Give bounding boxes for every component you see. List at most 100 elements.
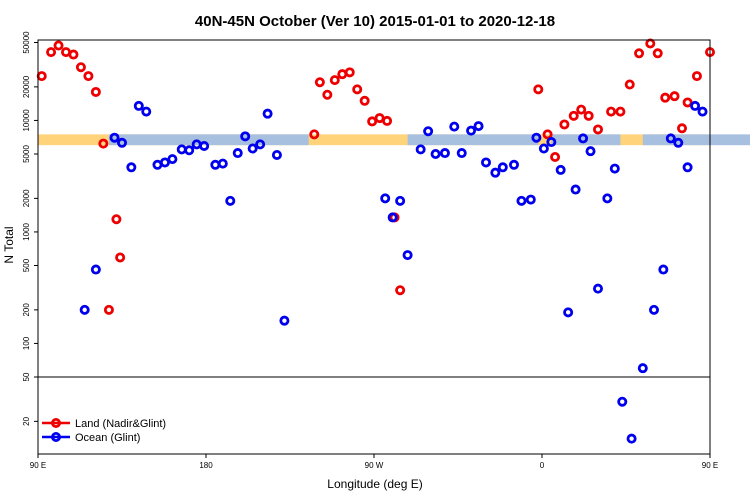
series-0-point-26 <box>542 129 553 140</box>
series-1-point-8 <box>159 157 170 168</box>
series-1-point-38 <box>497 162 508 173</box>
series-1-point-31 <box>439 148 450 159</box>
series-0-point-7 <box>90 86 101 97</box>
series-1-point-22 <box>271 149 282 160</box>
series-1-point-56 <box>649 304 660 315</box>
series-1-point-18 <box>240 131 251 142</box>
series-1-point-51 <box>602 193 613 204</box>
series-1-point-33 <box>456 148 467 159</box>
legend-marker-1 <box>51 431 62 442</box>
band-ocean-0 <box>108 134 309 146</box>
series-0-point-19 <box>359 95 370 106</box>
series-1-point-46 <box>563 307 574 318</box>
series-0-point-2 <box>53 40 64 51</box>
points-layer <box>36 38 716 444</box>
x-tick-label-1: 180 <box>199 461 213 470</box>
series-0-point-41 <box>677 123 688 134</box>
y-axis-ticks: 20 50 100 200 500 1000 2000 5000 10000 20000 50000 <box>22 31 38 426</box>
series-1-point-60 <box>682 162 693 173</box>
band-layer <box>38 134 750 146</box>
series-1-point-55 <box>637 363 648 374</box>
series-1-point-47 <box>570 184 581 195</box>
series-1-point-50 <box>593 283 604 294</box>
legend-label-1: Ocean (Glint) <box>75 432 140 444</box>
series-1-point-4 <box>126 162 137 173</box>
series-0-point-1 <box>46 47 57 58</box>
series-0-point-42 <box>682 97 693 108</box>
band-ocean-3 <box>642 134 750 146</box>
series-0-point-31 <box>583 110 594 121</box>
series-1-point-5 <box>133 100 144 111</box>
x-axis-label: Longitude (deg E) <box>327 477 422 491</box>
series-1-point-39 <box>508 159 519 170</box>
y-tick-label-1: 50 <box>22 372 31 381</box>
series-1-point-43 <box>538 143 549 154</box>
y-tick-label-4: 500 <box>22 258 31 272</box>
series-1-point-32 <box>449 121 460 132</box>
series-0-point-13 <box>314 77 325 88</box>
series-0-point-27 <box>550 151 561 162</box>
series-1-point-21 <box>262 108 273 119</box>
series-1-point-41 <box>525 194 536 205</box>
series-1-point-48 <box>578 133 589 144</box>
series-0-point-12 <box>309 129 320 140</box>
series-1-point-35 <box>473 121 484 132</box>
series-1-point-26 <box>395 195 406 206</box>
series-0-point-40 <box>669 91 680 102</box>
x-tick-label-2: 90 W <box>365 461 384 470</box>
series-1-point-1 <box>79 304 90 315</box>
series-1-point-14 <box>210 159 221 170</box>
series-0-point-35 <box>624 79 635 90</box>
series-1-point-36 <box>480 157 491 168</box>
series-1-point-3 <box>117 137 128 148</box>
series-0-point-33 <box>606 106 617 117</box>
x-tick-label-4: 90 E <box>702 461 718 470</box>
series-1-point-53 <box>617 396 628 407</box>
series-1-point-49 <box>585 146 596 157</box>
series-1-point-23 <box>279 315 290 326</box>
y-tick-label-0: 20 <box>22 416 31 425</box>
band-ocean-1 <box>407 134 539 146</box>
series-0-point-28 <box>559 119 570 130</box>
band-land <box>38 134 710 146</box>
y-tick-label-3: 200 <box>22 303 31 317</box>
series-0-point-38 <box>652 48 663 59</box>
series-1-point-58 <box>665 133 676 144</box>
series-0-point-11 <box>115 252 126 263</box>
y-tick-label-7: 5000 <box>22 145 31 163</box>
series-1-point-62 <box>697 106 708 117</box>
series-1-point-24 <box>380 193 391 204</box>
series-1-point-19 <box>247 143 258 154</box>
series-0-point-18 <box>352 84 363 95</box>
series-1-point-27 <box>402 250 413 261</box>
series-1-point-54 <box>626 433 637 444</box>
series-1-point-17 <box>232 148 243 159</box>
series-1-point-57 <box>658 264 669 275</box>
series-1-point-29 <box>423 126 434 137</box>
series-1-point-52 <box>609 163 620 174</box>
series-0-point-20 <box>367 116 378 127</box>
legend-label-0: Land (Nadir&Glint) <box>75 418 166 430</box>
y-tick-label-8: 10000 <box>22 109 31 132</box>
series-0-point-39 <box>660 92 671 103</box>
chart-title: 40N-45N October (Ver 10) 2015-01-01 to 2… <box>195 13 555 30</box>
series-0-point-25 <box>533 84 544 95</box>
series-0-point-0 <box>36 71 47 82</box>
y-tick-label-2: 100 <box>22 336 31 350</box>
series-1-point-34 <box>466 125 477 136</box>
series-1-point-20 <box>255 139 266 150</box>
series-0-point-17 <box>344 67 355 78</box>
series-1-point-37 <box>490 167 501 178</box>
x-tick-label-0: 90 E <box>30 461 46 470</box>
series-1-point-2 <box>109 132 120 143</box>
series-0-point-14 <box>322 89 333 100</box>
series-1-point-10 <box>176 144 187 155</box>
series-0-point-37 <box>645 38 656 49</box>
series-0-point-5 <box>75 62 86 73</box>
series-1-point-28 <box>415 144 426 155</box>
x-tick-label-3: 0 <box>540 461 545 470</box>
series-1-point-40 <box>516 195 527 206</box>
legend-marker-0 <box>51 417 62 428</box>
series-1-point-61 <box>690 100 701 111</box>
